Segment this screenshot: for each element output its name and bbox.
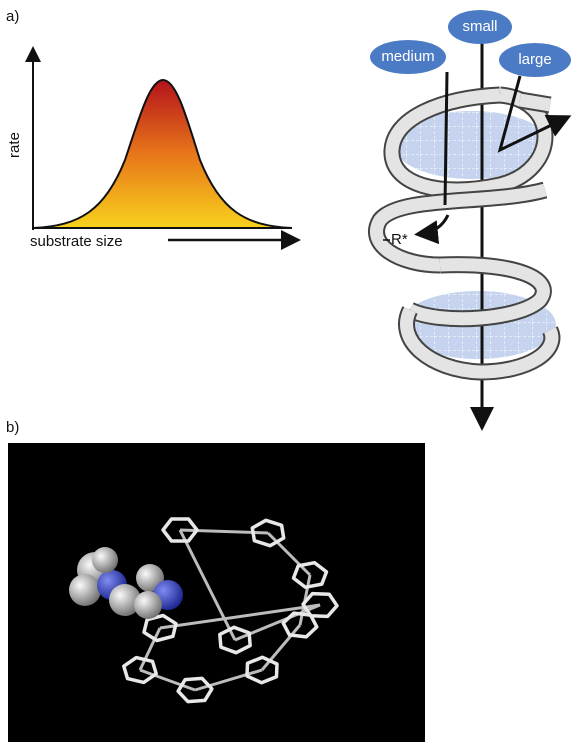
- bell-curve: [33, 80, 292, 228]
- r-arrow: [420, 215, 448, 234]
- atom: [92, 547, 118, 573]
- x-axis-label: substrate size: [30, 233, 123, 250]
- ribbon: [520, 100, 550, 105]
- pill-label: large: [518, 51, 551, 68]
- atom: [134, 591, 162, 619]
- panel-label: a): [6, 8, 19, 25]
- pointer: [445, 72, 447, 205]
- y-axis-label: rate: [6, 132, 23, 158]
- pill-label: small: [462, 18, 497, 35]
- figure: a) rate substrate size R* medium small l…: [0, 0, 574, 743]
- substituent-label: R*: [391, 231, 408, 248]
- atom: [69, 574, 101, 606]
- panel-label: b): [6, 419, 19, 436]
- pill-label: medium: [381, 48, 434, 65]
